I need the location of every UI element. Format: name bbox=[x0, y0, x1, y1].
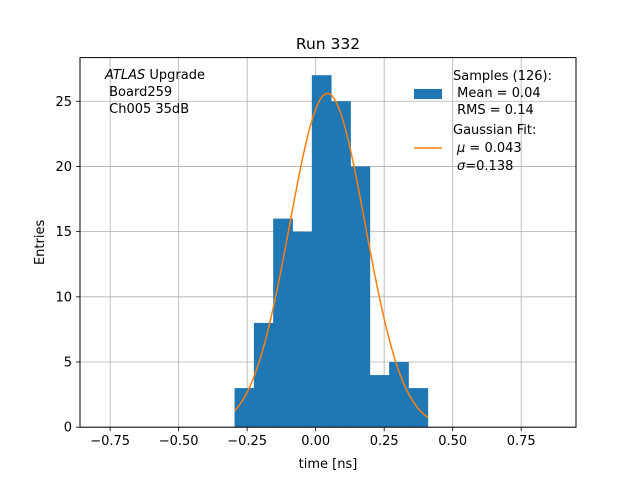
y-axis-label: Entries bbox=[33, 220, 48, 266]
legend-fit-mu: μ = 0.043 bbox=[456, 141, 522, 156]
histogram-bar bbox=[311, 75, 332, 428]
annotation-upgrade: Upgrade bbox=[145, 68, 205, 83]
legend-fit-title: Gaussian Fit: bbox=[453, 123, 536, 138]
chart-title: Run 332 bbox=[296, 35, 360, 53]
gaussian-fit-curve bbox=[233, 92, 429, 418]
legend-mu-symbol: μ bbox=[456, 141, 465, 156]
legend-samples-title: Samples (126): bbox=[453, 69, 552, 84]
legend-samples-rms: RMS = 0.14 bbox=[453, 103, 534, 118]
histogram-bar bbox=[389, 362, 409, 428]
x-axis-label: time [ns] bbox=[299, 457, 358, 472]
y-tick-label: 5 bbox=[64, 356, 72, 371]
axis-ticks: −0.75 −0.50 −0.25 0.00 0.25 0.50 0.75 0 5 10 15 20 2… bbox=[55, 95, 535, 449]
legend-sigma-value: =0.138 bbox=[465, 159, 513, 174]
gaussian-fit bbox=[233, 92, 429, 418]
annotation-line-1: ATLAS Upgrade bbox=[104, 68, 205, 83]
histogram-bar bbox=[273, 218, 293, 428]
histogram-bar bbox=[253, 322, 274, 428]
x-tick-label: −0.75 bbox=[90, 434, 130, 449]
y-tick-label: 20 bbox=[55, 160, 72, 175]
annotation-atlas: ATLAS bbox=[104, 68, 145, 83]
x-tick-label: −0.50 bbox=[159, 434, 199, 449]
histogram-bar bbox=[331, 101, 351, 428]
legend-samples-mean: Mean = 0.04 bbox=[453, 86, 541, 101]
histogram-bar bbox=[350, 166, 371, 428]
legend-sigma-symbol: σ bbox=[457, 159, 466, 174]
histogram-bar bbox=[369, 375, 390, 428]
y-tick-label: 25 bbox=[55, 95, 72, 110]
legend-mu-value: = 0.043 bbox=[465, 141, 521, 156]
y-tick-label: 0 bbox=[64, 421, 72, 436]
x-tick-label: 0.25 bbox=[370, 434, 399, 449]
legend-samples-swatch bbox=[414, 89, 442, 99]
x-tick-label: 0.00 bbox=[301, 434, 330, 449]
histogram-bar bbox=[234, 388, 255, 428]
y-tick-label: 10 bbox=[55, 290, 72, 305]
annotation-line-3: Ch005 35dB bbox=[105, 102, 189, 117]
legend: Samples (126): Mean = 0.04 RMS = 0.14 Ga… bbox=[414, 69, 552, 174]
atlas-annotation: ATLAS Upgrade Board259 Ch005 35dB bbox=[104, 68, 205, 117]
annotation-line-2: Board259 bbox=[105, 85, 172, 100]
y-tick-label: 15 bbox=[55, 225, 72, 240]
x-tick-label: 0.50 bbox=[438, 434, 467, 449]
histogram-bars bbox=[234, 75, 429, 428]
legend-fit-sigma: σ=0.138 bbox=[457, 159, 513, 174]
x-tick-label: −0.25 bbox=[227, 434, 267, 449]
plot-frame bbox=[79, 57, 577, 428]
histogram-bar bbox=[292, 231, 313, 428]
x-tick-label: 0.75 bbox=[507, 434, 536, 449]
